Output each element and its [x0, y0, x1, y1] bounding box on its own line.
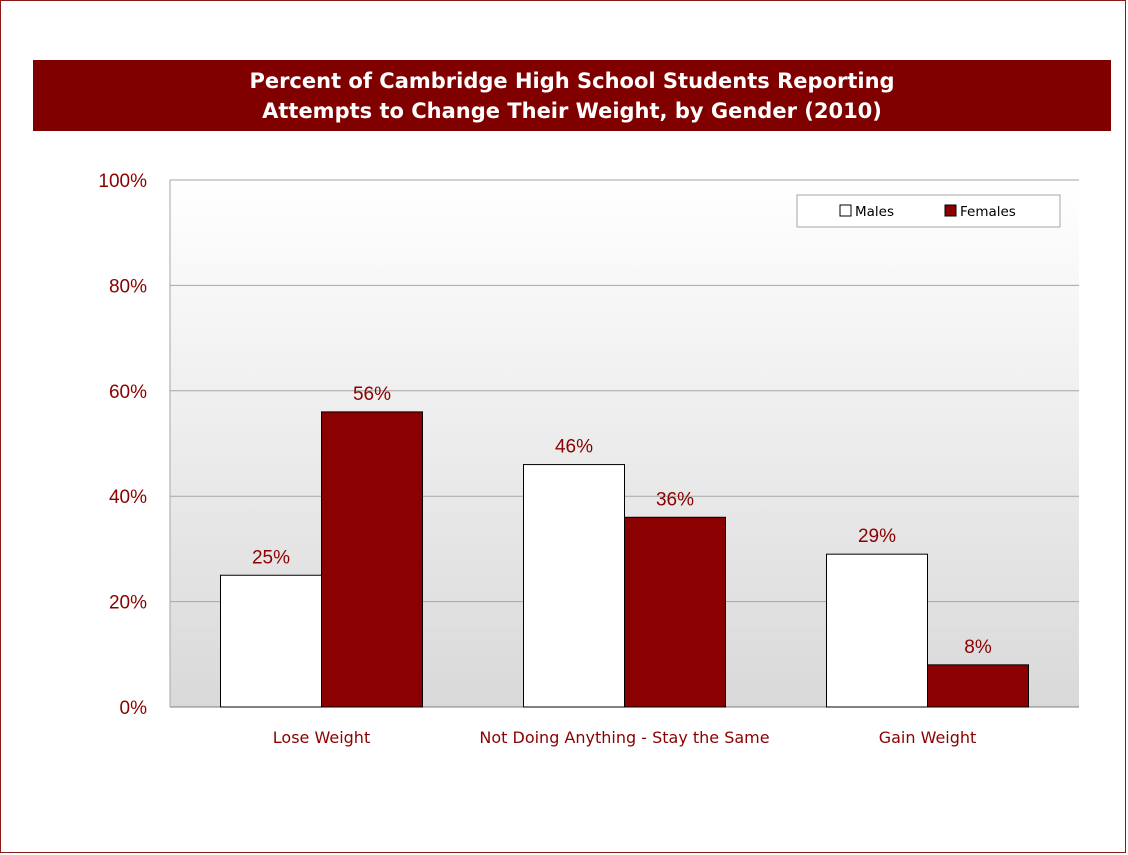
bars: 25% 56% 46% 36% 29% 8%: [220, 384, 1029, 708]
legend-label: Males: [855, 204, 894, 220]
y-tick-label: 60%: [109, 382, 147, 403]
chart-title-line-1: Percent of Cambridge High School Student…: [249, 68, 895, 93]
x-tick-label: Not Doing Anything - Stay the Same: [479, 728, 769, 747]
legend: Males Females: [796, 194, 1061, 228]
x-axis: Lose Weight Not Doing Anything - Stay the…: [273, 728, 977, 747]
legend-label: Females: [960, 204, 1016, 220]
legend-swatch-males: [839, 204, 852, 217]
y-axis: 0% 20% 40% 60% 80% 100%: [98, 171, 171, 719]
data-label: 46%: [555, 437, 593, 458]
data-label: 29%: [858, 526, 896, 547]
bar-males: [826, 553, 928, 708]
y-tick-label: 40%: [109, 487, 147, 508]
data-label: 25%: [252, 547, 290, 568]
x-tick-label: Lose Weight: [273, 728, 370, 747]
y-tick-label: 20%: [109, 593, 147, 614]
data-label: 56%: [353, 384, 391, 405]
y-tick-label: 80%: [109, 276, 147, 297]
bar-males: [523, 464, 625, 708]
bar-females: [321, 411, 423, 708]
legend-box: [796, 194, 1061, 228]
legend-swatch-females: [944, 204, 957, 217]
bar-females: [927, 664, 1029, 708]
bar-females: [624, 516, 726, 708]
data-label: 8%: [964, 637, 992, 658]
y-tick-label: 0%: [120, 698, 148, 719]
bar-males: [220, 574, 322, 708]
chart-title: Percent of Cambridge High School Student…: [33, 60, 1111, 131]
data-label: 36%: [656, 489, 694, 510]
x-tick-label: Gain Weight: [879, 728, 977, 747]
chart-title-line-2: Attempts to Change Their Weight, by Gend…: [262, 98, 882, 123]
y-tick-label: 100%: [98, 171, 147, 192]
